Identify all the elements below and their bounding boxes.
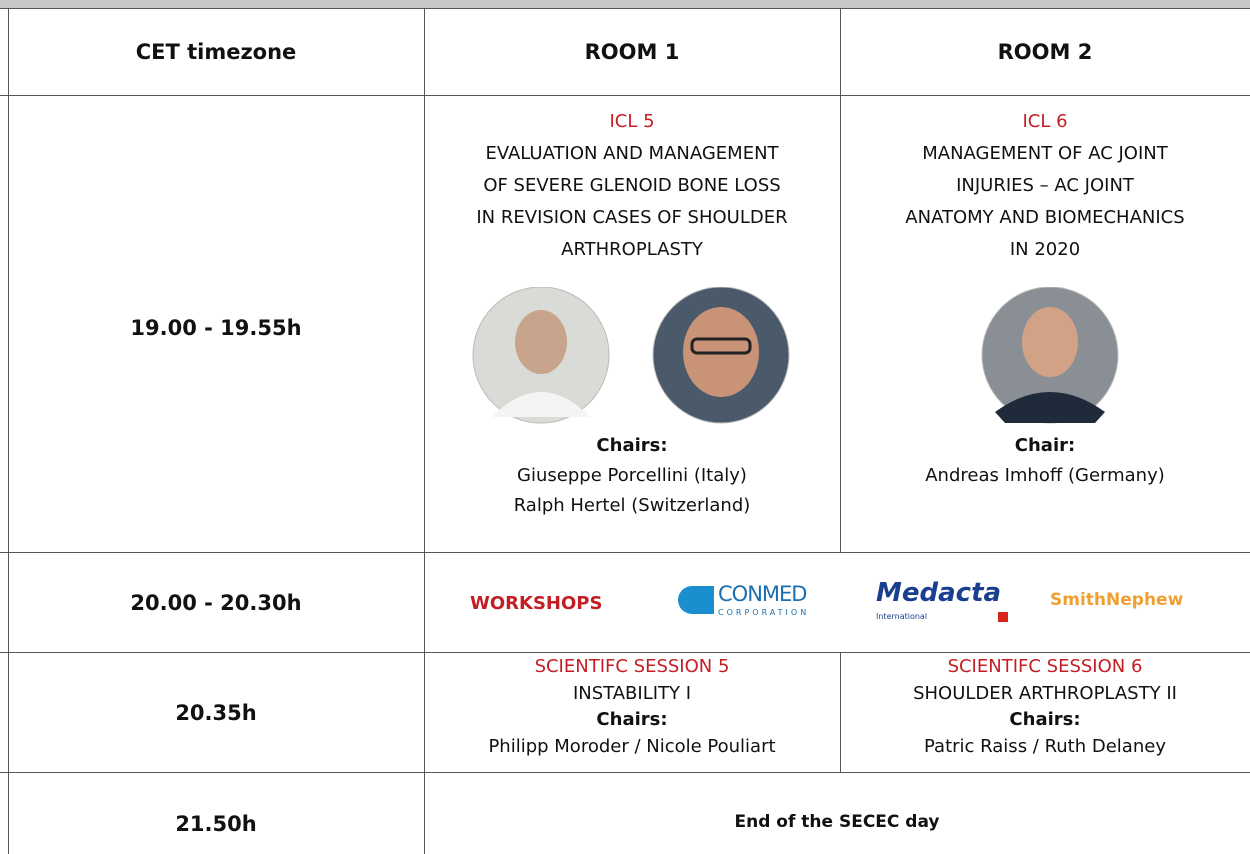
chair-photos: [472, 287, 790, 424]
time: 20.35h: [175, 701, 257, 725]
chair-name: Andreas Imhoff (Germany): [925, 465, 1165, 486]
session-title: INJURIES – AC JOINT: [956, 175, 1134, 196]
chairs-label: Chairs:: [1009, 709, 1081, 730]
photo-face: [515, 310, 567, 374]
session-title: MANAGEMENT OF AC JOINT: [922, 143, 1168, 164]
rule: [0, 8, 1250, 9]
session-title: ARTHROPLASTY: [561, 239, 703, 260]
photo-face: [1022, 307, 1078, 377]
header-cell: CET timezone: [135, 40, 297, 64]
session-title: OF SEVERE GLENOID BONE LOSS: [483, 175, 781, 196]
time: 19.00 - 19.55h: [130, 316, 302, 340]
sponsor-logo: SmithNephew: [1050, 590, 1184, 610]
workshops-label: WORKSHOPS: [470, 593, 603, 614]
session-code: ICL 5: [609, 111, 655, 132]
session-title: SHOULDER ARTHROPLASTY II: [913, 683, 1177, 704]
session-code: ICL 6: [1022, 111, 1068, 132]
photo-coat: [492, 392, 590, 417]
session-title: INSTABILITY I: [572, 683, 692, 704]
sponsor-logo: CONMED CORPORATION: [678, 582, 828, 622]
chair-name: Patric Raiss / Ruth Delaney: [924, 736, 1166, 757]
session-title: IN 2020: [1009, 239, 1081, 260]
time: 21.50h: [175, 812, 257, 836]
chair-photos: [981, 287, 1119, 424]
rule: [424, 8, 425, 854]
session-title: IN REVISION CASES OF SHOULDER: [476, 207, 788, 228]
sponsor-logo: Medacta International: [876, 578, 1016, 626]
chair-name: Philipp Moroder / Nicole Pouliart: [488, 736, 776, 757]
chairs-label: Chairs:: [596, 435, 668, 456]
rule: [0, 552, 1250, 553]
top-bar: [0, 0, 1250, 8]
session-title: ANATOMY AND BIOMECHANICS: [905, 207, 1185, 228]
header-cell: ROOM 1: [584, 40, 680, 64]
day-end-note: End of the SECEC day: [734, 812, 940, 832]
logo-mark: [678, 586, 714, 614]
session-title: EVALUATION AND MANAGEMENT: [485, 143, 779, 164]
header-cell: ROOM 2: [997, 40, 1093, 64]
rule: [0, 95, 1250, 96]
logo-subtext: International: [876, 612, 928, 621]
rule: [840, 652, 841, 772]
photo-suit: [995, 392, 1105, 423]
rule: [0, 772, 1250, 773]
session-code: SCIENTIFC SESSION 5: [534, 656, 730, 677]
photo-glasses: [690, 337, 752, 355]
rule: [8, 8, 9, 854]
logo-flag: [998, 612, 1008, 622]
chairs-label: Chair:: [1014, 435, 1076, 456]
logo-text: CONMED: [718, 582, 807, 606]
logo-text: Medacta: [876, 578, 1002, 608]
rule: [840, 8, 841, 552]
session-code: SCIENTIFC SESSION 6: [947, 656, 1143, 677]
rule: [0, 652, 1250, 653]
chair-name: Ralph Hertel (Switzerland): [513, 495, 751, 516]
chair-name: Giuseppe Porcellini (Italy): [517, 465, 747, 486]
time: 20.00 - 20.30h: [130, 591, 302, 615]
chairs-label: Chairs:: [596, 709, 668, 730]
logo-subtext: CORPORATION: [718, 608, 810, 617]
